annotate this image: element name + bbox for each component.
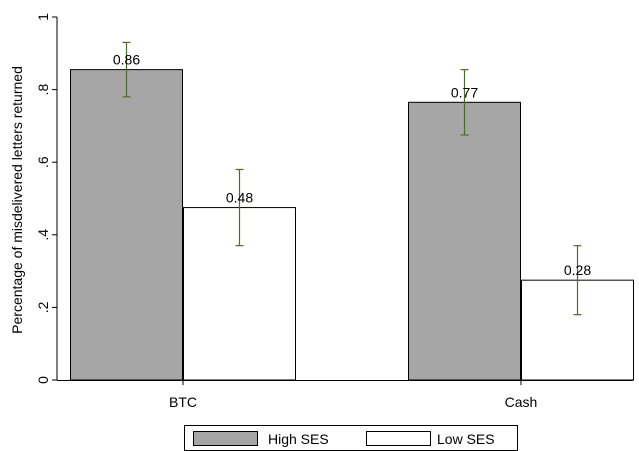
legend-swatch bbox=[366, 431, 431, 446]
legend-label: High SES bbox=[268, 431, 329, 447]
x-tick-label: Cash bbox=[505, 394, 538, 410]
x-tick-label: BTC bbox=[169, 394, 197, 410]
y-tick-label: .6 bbox=[35, 156, 51, 168]
legend: High SES Low SES bbox=[184, 425, 518, 451]
data-label: 0.28 bbox=[564, 262, 591, 278]
legend-swatch bbox=[193, 431, 258, 446]
data-label: 0.77 bbox=[451, 84, 478, 100]
data-label: 0.48 bbox=[226, 190, 253, 206]
legend-label: Low SES bbox=[437, 431, 495, 447]
bar bbox=[70, 69, 183, 381]
y-tick-label: 1 bbox=[35, 13, 51, 21]
y-tick-label: 0 bbox=[35, 376, 51, 384]
data-label: 0.86 bbox=[113, 52, 140, 68]
y-axis-title: Percentage of misdelivered letters retur… bbox=[9, 66, 25, 334]
y-tick-label: .2 bbox=[35, 301, 51, 313]
y-tick-label: .8 bbox=[35, 84, 51, 96]
plot-area: 0 .2 .4 .6 .8 1 0.86 0.48 BTC 0.77 0.28 Cash bbox=[35, 13, 634, 410]
bar bbox=[408, 101, 521, 381]
y-tick-label: .4 bbox=[35, 229, 51, 241]
